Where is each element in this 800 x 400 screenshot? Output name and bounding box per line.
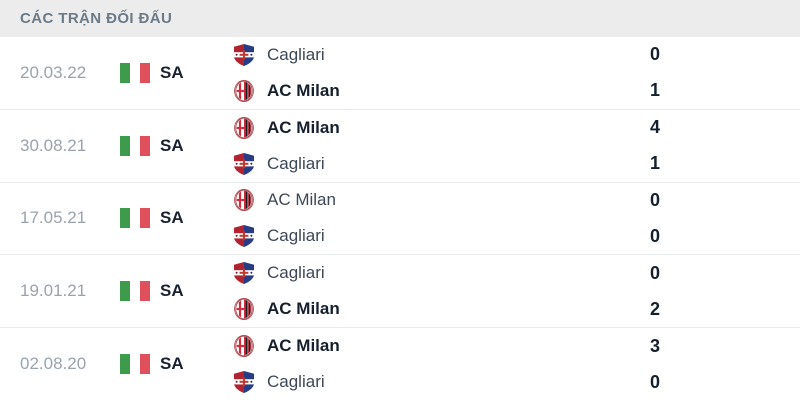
- team-line: AC Milan: [232, 184, 630, 216]
- league-code: SA: [160, 354, 184, 374]
- team-score: 0: [650, 189, 661, 210]
- team-name: Cagliari: [267, 263, 325, 283]
- match-row[interactable]: 30.08.21 SA AC Milan Cagliari 4 1: [0, 109, 800, 183]
- team-line: Cagliari: [232, 220, 630, 252]
- cagliari-logo: [232, 370, 256, 394]
- team-name: AC Milan: [267, 299, 340, 319]
- team-line: Cagliari: [232, 257, 630, 289]
- cagliari-logo: [232, 224, 256, 249]
- teams-column: AC Milan Cagliari: [232, 112, 630, 180]
- section-header: CÁC TRẬN ĐỐI ĐẤU: [0, 0, 800, 37]
- acmilan-logo: [232, 335, 256, 358]
- team-name: Cagliari: [267, 372, 325, 392]
- league-info: SA: [120, 281, 188, 302]
- italy-flag-icon: [120, 354, 150, 375]
- team-score: 4: [650, 117, 661, 138]
- team-score: 1: [650, 153, 661, 174]
- scores-column: 0 0: [630, 184, 780, 252]
- team-name: Cagliari: [267, 153, 325, 173]
- team-score: 1: [650, 80, 661, 101]
- acmilan-logo: [232, 298, 256, 321]
- team-name: AC Milan: [267, 117, 340, 137]
- match-date: 19.01.21: [20, 281, 87, 301]
- scores-column: 3 0: [630, 330, 780, 398]
- acmilan-logo: [232, 189, 256, 212]
- league-code: SA: [160, 281, 184, 301]
- team-line: AC Milan: [232, 112, 630, 144]
- team-score: 0: [650, 225, 661, 246]
- scores-column: 0 2: [630, 257, 780, 325]
- team-line: AC Milan: [232, 75, 630, 107]
- match-row[interactable]: 02.08.20 SA AC Milan Cagliari 3 0: [0, 328, 800, 400]
- league-info: SA: [120, 354, 188, 375]
- team-name: AC Milan: [267, 80, 340, 100]
- team-line: AC Milan: [232, 293, 630, 325]
- acmilan-logo: [232, 79, 256, 102]
- team-name: Cagliari: [267, 226, 325, 246]
- league-info: SA: [120, 208, 188, 229]
- team-score: 0: [650, 262, 661, 283]
- team-line: Cagliari: [232, 39, 630, 71]
- match-row[interactable]: 20.03.22 SA Cagliari AC Milan 0 1: [0, 37, 800, 110]
- match-list: 20.03.22 SA Cagliari AC Milan 0 1: [0, 37, 800, 400]
- scores-column: 0 1: [630, 39, 780, 107]
- team-name: Cagliari: [267, 44, 325, 64]
- cagliari-logo: [232, 43, 256, 67]
- teams-column: AC Milan Cagliari: [232, 184, 630, 252]
- league-code: SA: [160, 208, 184, 228]
- teams-column: AC Milan Cagliari: [232, 330, 630, 398]
- league-info: SA: [120, 62, 188, 83]
- match-date: 02.08.20: [20, 354, 87, 374]
- match-date: 17.05.21: [20, 208, 87, 228]
- team-score: 0: [650, 44, 661, 65]
- team-score: 3: [650, 335, 661, 356]
- team-score: 0: [650, 371, 661, 392]
- italy-flag-icon: [120, 62, 150, 83]
- italy-flag-icon: [120, 281, 150, 302]
- cagliari-logo: [232, 151, 256, 176]
- cagliari-logo: [232, 261, 256, 286]
- italy-flag-icon: [120, 208, 150, 229]
- teams-column: Cagliari AC Milan: [232, 257, 630, 325]
- league-info: SA: [120, 135, 188, 156]
- match-date: 30.08.21: [20, 135, 87, 155]
- match-row[interactable]: 17.05.21 SA AC Milan Cagliari 0 0: [0, 182, 800, 256]
- team-name: AC Milan: [267, 190, 336, 210]
- team-name: AC Milan: [267, 336, 340, 356]
- scores-column: 4 1: [630, 112, 780, 180]
- league-code: SA: [160, 135, 184, 155]
- italy-flag-icon: [120, 135, 150, 156]
- league-code: SA: [160, 62, 184, 82]
- team-line: Cagliari: [232, 148, 630, 180]
- acmilan-logo: [232, 116, 256, 139]
- team-line: AC Milan: [232, 330, 630, 362]
- team-score: 2: [650, 298, 661, 319]
- match-date: 20.03.22: [20, 62, 87, 82]
- match-row[interactable]: 19.01.21 SA Cagliari AC Milan 0 2: [0, 255, 800, 329]
- teams-column: Cagliari AC Milan: [232, 39, 630, 107]
- team-line: Cagliari: [232, 366, 630, 398]
- section-title: CÁC TRẬN ĐỐI ĐẤU: [20, 10, 173, 27]
